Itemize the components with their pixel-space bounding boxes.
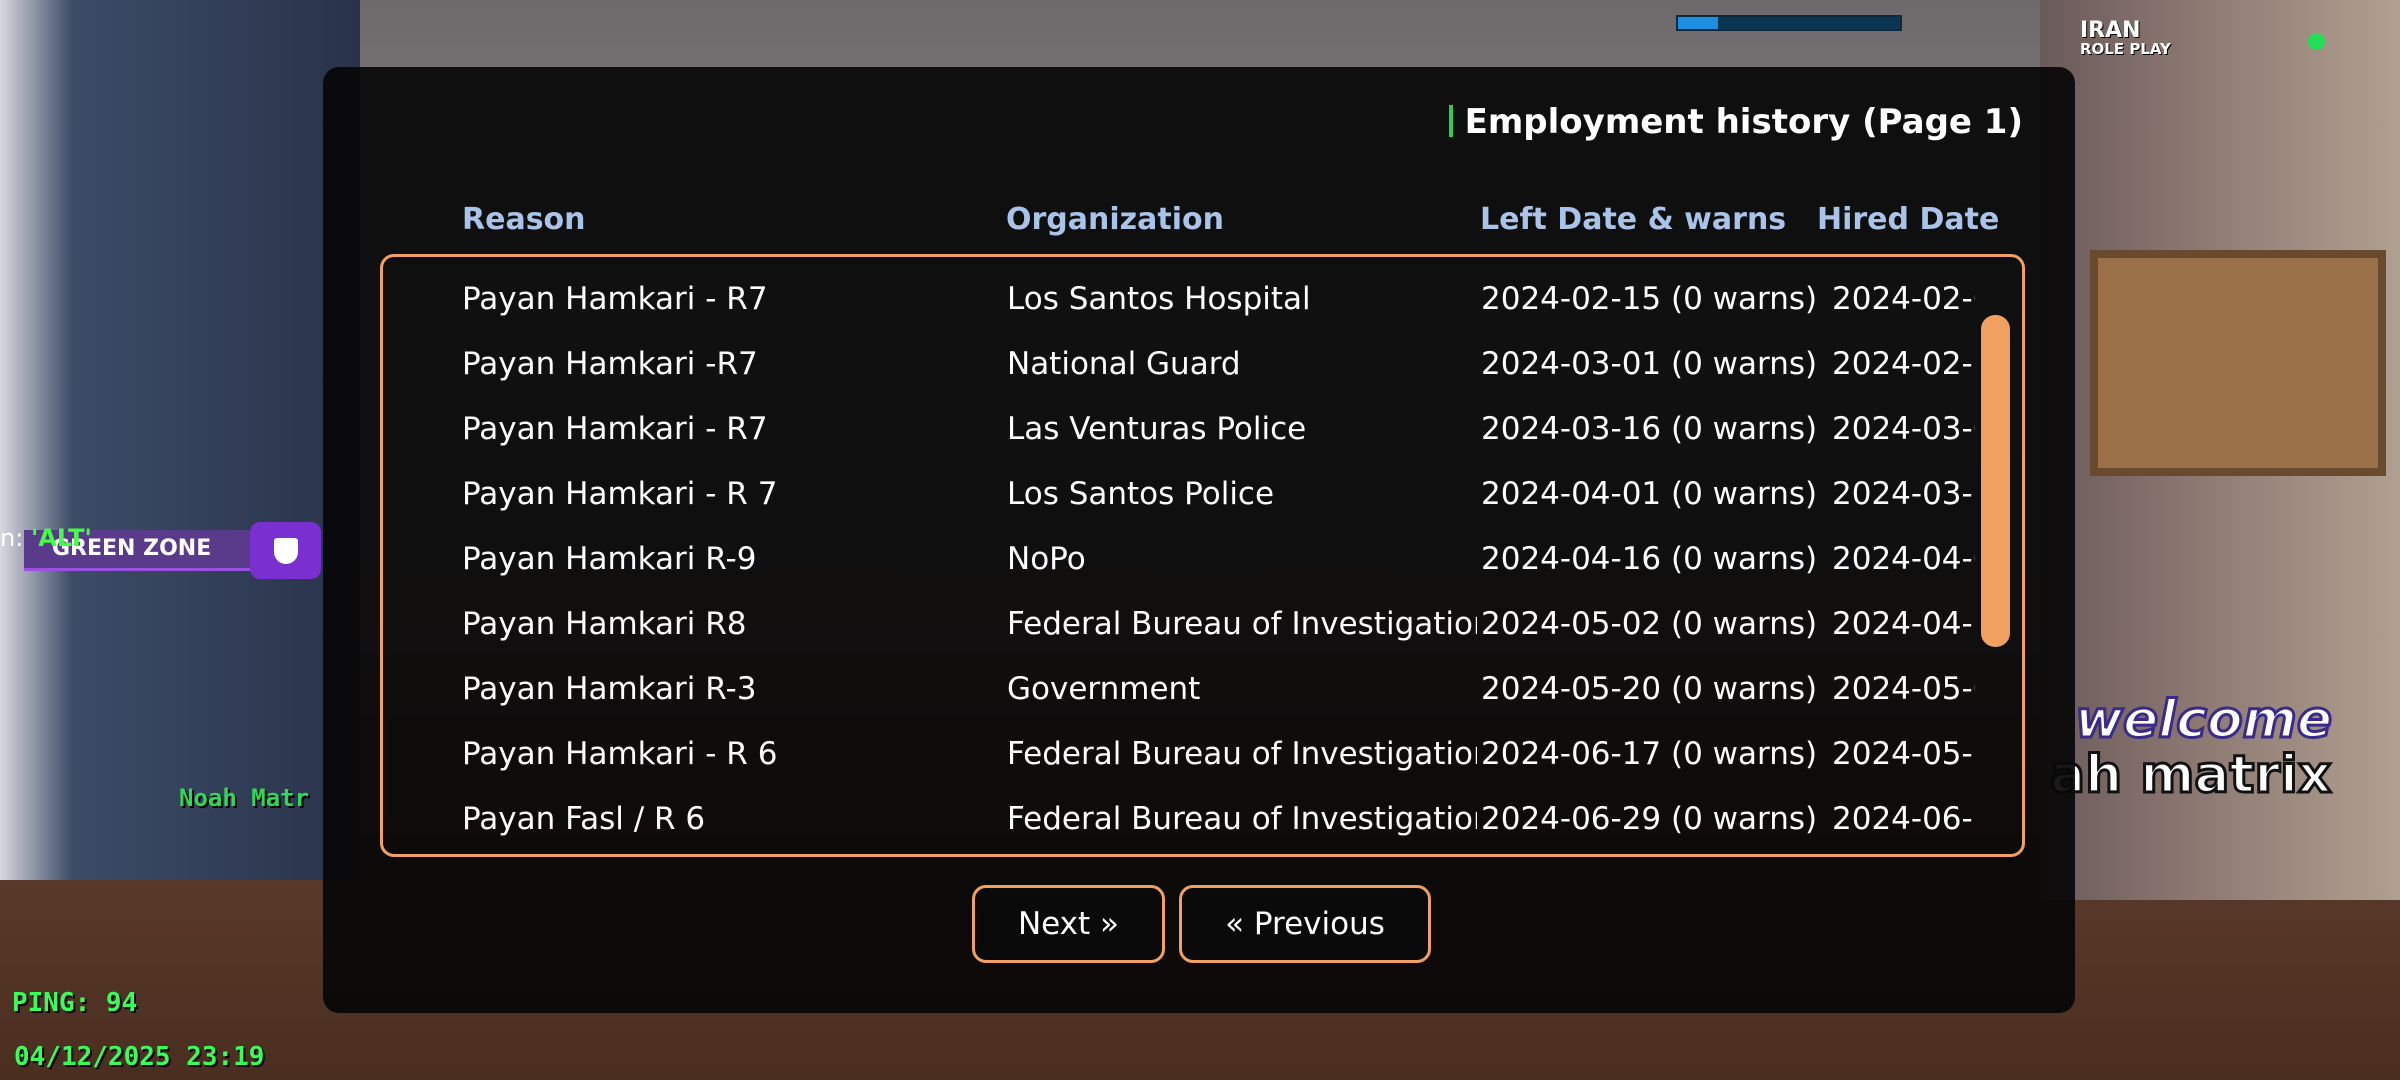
table-cell: Payan Hamkari - R7 — [462, 281, 768, 317]
table-cell: Payan Fasl / R 6 — [462, 801, 706, 837]
shield-icon — [273, 538, 298, 564]
alt-key: 'ALT' — [30, 524, 92, 552]
alt-prefix-text: n: — [0, 524, 31, 552]
table-cell: 2024-03-0 — [1832, 411, 1975, 447]
background-wall — [0, 0, 360, 880]
table-cell: Payan Hamkari R-3 — [462, 671, 757, 707]
logo-line: ROLE PLAY — [2080, 40, 2171, 58]
table-cell: Las Venturas Police — [1007, 411, 1307, 447]
table-cell: 2024-04-01 (0 warns) — [1481, 476, 1818, 512]
table-cell: 2024-05-3 — [1832, 736, 1975, 772]
table-cell: Payan Hamkari - R 7 — [462, 476, 778, 512]
table-cell: Federal Bureau of Investigation — [1007, 606, 1477, 642]
table-cell: 2024-03-01 (0 warns) — [1481, 346, 1818, 382]
table-cell: Government — [1007, 671, 1201, 707]
table-cell: Payan Hamkari R-9 — [462, 541, 757, 577]
table-cell: 2024-06-29 (0 warns) — [1481, 801, 1818, 837]
player-name: Noah Matr — [179, 784, 310, 812]
page-button[interactable]: Next » — [972, 885, 1165, 963]
dialog-title: Employment history (Page 1) — [1449, 102, 2023, 142]
logo-line: IRAN — [2080, 18, 2141, 43]
status-dot — [2308, 33, 2325, 50]
welcome-name: ah matrix — [2048, 744, 2332, 807]
alt-prefix: n: 'ALT' — [0, 524, 92, 552]
table-cell: 2024-04-16 (0 warns) — [1481, 541, 1818, 577]
zone-label: GREEN ZONE — [52, 536, 212, 561]
table-cell: Payan Hamkari - R 6 — [462, 736, 778, 772]
page-button[interactable]: « Previous — [1179, 885, 1431, 963]
table-cell: NoPo — [1007, 541, 1086, 577]
table-cell: 2024-03-1 — [1832, 476, 1975, 512]
table-cell: 2024-04-1 — [1832, 606, 1975, 642]
column-header: Organization — [1006, 202, 1224, 237]
column-header: Left Date & warns — [1480, 202, 1787, 237]
table-cell: Payan Hamkari R8 — [462, 606, 747, 642]
zone-bar — [24, 530, 253, 571]
progress-fill — [1678, 17, 1718, 29]
background-board — [2090, 250, 2386, 476]
table-cell: Payan Hamkari - R7 — [462, 411, 768, 447]
column-header: Hired Date — [1817, 202, 2000, 237]
table-cell: 2024-02-15 (0 warns) — [1481, 281, 1818, 317]
table-cell: 2024-05-0 — [1832, 671, 1975, 707]
welcome-text: welcome — [2073, 689, 2333, 752]
ping: PING: 94 — [12, 988, 138, 1018]
table-cell: 2024-04-0 — [1832, 541, 1975, 577]
datetime: 04/12/2025 23:19 — [14, 1042, 265, 1072]
table-cell: 2024-03-16 (0 warns) — [1481, 411, 1818, 447]
table-cell: Federal Bureau of Investigation — [1007, 801, 1477, 837]
table-cell: National Guard — [1007, 346, 1241, 382]
table-cell: 2024-05-02 (0 warns) — [1481, 606, 1818, 642]
column-header: Reason — [462, 202, 586, 237]
table-cell: Los Santos Police — [1007, 476, 1275, 512]
table-cell: Payan Hamkari -R7 — [462, 346, 758, 382]
table-cell: 2024-02-1 — [1832, 346, 1975, 382]
table-cell: Federal Bureau of Investigation — [1007, 736, 1477, 772]
table-cell: Los Santos Hospital — [1007, 281, 1311, 317]
shield-button[interactable] — [250, 522, 321, 579]
table-cell: 2024-05-20 (0 warns) — [1481, 671, 1818, 707]
scrollbar[interactable] — [1981, 315, 2010, 647]
table-cell: 2024-06-1 — [1832, 801, 1975, 837]
table-box: Payan Hamkari - R7 Los Santos Hospital 202… — [380, 254, 2025, 857]
logo: IRAN ROLE PLAY — [2080, 18, 2171, 59]
progress-bar — [1676, 15, 1902, 31]
table-cell: 2024-06-17 (0 warns) — [1481, 736, 1818, 772]
table-cell: 2024-02-0 — [1832, 281, 1975, 317]
